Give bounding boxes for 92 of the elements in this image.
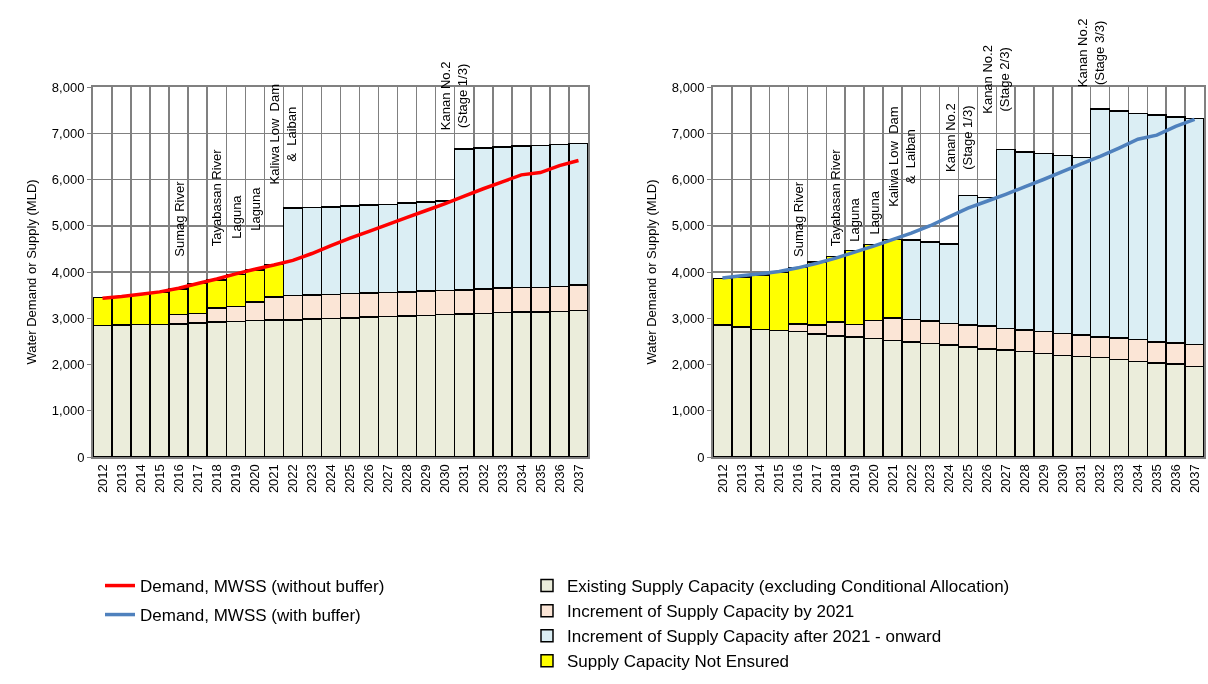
x-tick-label: 2022	[285, 464, 301, 494]
y-tick-label: 7,000	[671, 125, 705, 141]
y-tick-label: 8,000	[51, 79, 85, 95]
y-tick-label: 1,000	[671, 403, 705, 419]
x-tick-label: 2012	[94, 464, 110, 494]
x-tick-label: 2034	[513, 464, 529, 494]
legend-label: Demand, MWSS (without buffer)	[140, 577, 385, 597]
x-tick-label: 2024	[323, 464, 339, 494]
y-tick-label: 2,000	[51, 357, 85, 373]
y-tick-label: 5,000	[671, 218, 705, 234]
x-tick-label: 2033	[1111, 464, 1127, 494]
x-tick-label: 2017	[189, 464, 205, 494]
x-tick-label: 2015	[151, 464, 167, 494]
x-tick-label: 2023	[304, 464, 320, 494]
y-axis-title: Water Demand or Supply (MLD)	[644, 179, 660, 365]
annotation: Laguna	[228, 194, 244, 239]
x-tick-label: 2027	[997, 464, 1013, 494]
x-tick-label: 2029	[1035, 464, 1051, 494]
x-tick-label: 2037	[1186, 464, 1202, 494]
x-tick-label: 2025	[342, 464, 358, 494]
x-tick-label: 2028	[399, 464, 415, 494]
annotation: Laguna	[247, 186, 263, 231]
x-tick-label: 2024	[941, 464, 957, 494]
x-tick-label: 2036	[1167, 464, 1183, 494]
x-tick-label: 2016	[790, 464, 806, 494]
x-tick-label: 2027	[380, 464, 396, 494]
x-tick-label: 2026	[361, 464, 377, 494]
y-tick-label: 5,000	[51, 218, 85, 234]
legend-label: Supply Capacity Not Ensured	[567, 652, 790, 672]
legend-label: Increment of Supply Capacity by 2021	[567, 602, 855, 622]
annotation: Sumag River	[790, 181, 806, 257]
x-tick-label: 2014	[752, 464, 768, 494]
x-tick-label: 2017	[809, 464, 825, 494]
x-tick-label: 2018	[208, 464, 224, 494]
y-tick-label: 2,000	[671, 357, 705, 373]
annotation: Kanan No.2 (Stage 3/3)	[1075, 18, 1108, 88]
x-tick-label: 2020	[865, 464, 881, 494]
x-tick-label: 2013	[733, 464, 749, 494]
x-tick-label: 2019	[846, 464, 862, 494]
annotation: Kanan No.2 (Stage 2/3)	[979, 45, 1012, 114]
x-tick-label: 2032	[475, 464, 491, 494]
x-tick-label: 2018	[827, 464, 843, 494]
x-tick-label: 2034	[1130, 464, 1146, 494]
annotation: Sumag River	[171, 180, 187, 257]
y-tick-label: 3,000	[51, 310, 85, 326]
legend-label: Existing Supply Capacity (excluding Conditional Allocation)	[567, 577, 1010, 597]
x-tick-label: 2014	[132, 464, 148, 494]
x-tick-label: 2031	[1073, 464, 1089, 494]
x-tick-label: 2023	[922, 464, 938, 494]
x-tick-label: 2032	[1092, 464, 1108, 494]
x-tick-label: 2035	[532, 464, 548, 494]
y-tick-label: 6,000	[51, 172, 85, 188]
annotation: Laguna	[866, 190, 882, 235]
x-tick-label: 2016	[170, 464, 186, 494]
y-axis-title: Water Demand or Supply (MLD)	[24, 179, 40, 365]
annotation: Kaliwa Low Dam & Laiban	[885, 106, 918, 207]
y-tick-label: 7,000	[51, 125, 85, 141]
x-tick-label: 2015	[771, 464, 787, 494]
x-tick-label: 2021	[884, 464, 900, 494]
x-tick-label: 2025	[960, 464, 976, 494]
x-tick-label: 2013	[113, 464, 129, 494]
x-tick-label: 2030	[1054, 464, 1070, 494]
annotation: Laguna	[846, 197, 862, 242]
annotation: Kanan No.2 (Stage 1/3)	[943, 103, 975, 172]
x-tick-label: 2030	[437, 464, 453, 494]
x-tick-label: 2021	[266, 464, 282, 494]
x-tick-label: 2012	[714, 464, 730, 494]
y-tick-label: 0	[77, 449, 85, 465]
annotation: Kanan No.2 (Stage 1/3)	[438, 61, 471, 131]
x-tick-label: 2022	[903, 464, 919, 494]
legend-label: Increment of Supply Capacity after 2021 - onward	[567, 627, 942, 647]
y-tick-label: 6,000	[671, 172, 705, 188]
y-tick-label: 8,000	[671, 79, 705, 95]
y-tick-label: 3,000	[671, 310, 705, 326]
annotation: Tayabasan River	[209, 148, 225, 247]
x-tick-label: 2019	[228, 464, 244, 494]
legend-label: Demand, MWSS (with buffer)	[140, 606, 361, 626]
x-tick-label: 2036	[551, 464, 567, 494]
annotation: Tayabasan River	[828, 148, 844, 247]
x-tick-label: 2033	[494, 464, 510, 494]
x-tick-label: 2026	[979, 464, 995, 494]
y-tick-label: 1,000	[51, 403, 85, 419]
x-tick-label: 2028	[1016, 464, 1032, 494]
annotation: Kaliwa Low Dam & Laiban	[267, 83, 300, 185]
y-tick-label: 4,000	[671, 264, 705, 280]
y-tick-label: 4,000	[51, 264, 85, 280]
x-tick-label: 2035	[1149, 464, 1165, 494]
y-tick-label: 0	[697, 449, 705, 465]
x-tick-label: 2020	[247, 464, 263, 494]
x-tick-label: 2037	[570, 464, 586, 494]
x-tick-label: 2029	[418, 464, 434, 494]
x-tick-label: 2031	[456, 464, 472, 494]
